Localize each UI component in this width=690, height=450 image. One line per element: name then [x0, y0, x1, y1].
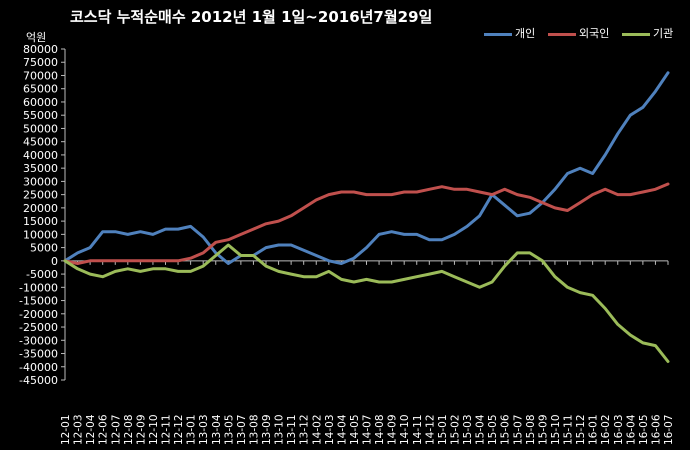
- y-tick-label: 75000: [23, 56, 58, 69]
- x-tick-label: 13-09: [261, 414, 273, 445]
- y-tick-label: -10000: [19, 281, 58, 294]
- x-tick-label: 15-12: [575, 414, 587, 445]
- y-tick-label: 40000: [23, 149, 58, 162]
- x-tick-label: 15-06: [500, 414, 512, 445]
- y-tick-label: 35000: [23, 162, 58, 175]
- y-axis: 8000075000700006500060000550005000045000…: [19, 43, 66, 387]
- x-tick-label: 12-11: [161, 414, 173, 445]
- legend-item-institution: 기관: [622, 25, 673, 41]
- x-tick-label: 14-08: [374, 414, 386, 445]
- x-tick-label: 15-07: [512, 414, 524, 445]
- x-tick-label: 12-06: [98, 414, 110, 445]
- legend-item-foreign: 외국인: [548, 25, 609, 41]
- x-tick-label: 12-01: [60, 414, 72, 445]
- y-tick-label: 10000: [23, 228, 58, 241]
- x-tick-label: 13-03: [198, 414, 210, 445]
- x-tick-label: 16-04: [625, 414, 637, 445]
- y-tick-label: -5000: [26, 268, 58, 281]
- x-tick-label: 15-04: [475, 414, 487, 445]
- x-tick-label: 13-07: [236, 414, 248, 445]
- x-tick-label: 14-04: [336, 414, 348, 445]
- y-tick-label: -30000: [19, 334, 58, 347]
- y-tick-label: 45000: [23, 136, 58, 149]
- y-tick-label: -35000: [19, 348, 58, 361]
- x-tick-label: 13-11: [286, 414, 298, 445]
- x-tick-label: 16-05: [638, 414, 650, 445]
- x-tick-label: 15-11: [563, 414, 575, 445]
- x-tick-label: 16-01: [588, 414, 600, 445]
- y-tick-label: 50000: [23, 122, 58, 135]
- legend-swatch-foreign: [548, 32, 576, 36]
- y-tick-label: 30000: [23, 175, 58, 188]
- x-tick-label: 12-04: [85, 414, 97, 445]
- x-tick-label: 12-09: [135, 414, 147, 445]
- y-tick-label: 25000: [23, 189, 58, 202]
- series-line-0: [63, 71, 670, 265]
- x-tick-label: 14-11: [412, 414, 424, 445]
- x-tick-label: 12-03: [73, 414, 85, 445]
- legend-item-individual: 개인: [484, 25, 535, 41]
- y-tick-label: 20000: [23, 202, 58, 215]
- x-tick-label: 12-07: [110, 414, 122, 445]
- y-tick-label: -20000: [19, 308, 58, 321]
- y-tick-label: -40000: [19, 361, 58, 374]
- x-tick-label: 16-03: [613, 414, 625, 445]
- x-tick-label: 14-02: [311, 414, 323, 445]
- y-tick-label: 60000: [23, 96, 58, 109]
- x-tick-label: 15-03: [462, 414, 474, 445]
- legend-label-individual: 개인: [515, 27, 536, 40]
- x-tick-label: 15-01: [437, 414, 449, 445]
- x-tick-label: 15-10: [550, 414, 562, 445]
- x-tick-label: 13-05: [223, 414, 235, 445]
- x-tick-label: 14-09: [387, 414, 399, 445]
- y-tick-label: -25000: [19, 321, 58, 334]
- x-tick-label: 14-12: [424, 414, 436, 445]
- x-tick-label: 15-02: [449, 414, 461, 445]
- y-tick-label: 5000: [30, 242, 58, 255]
- x-tick-label: 13-10: [274, 414, 286, 445]
- x-tick-label: 13-04: [211, 414, 223, 445]
- x-tick-label: 15-05: [487, 414, 499, 445]
- y-tick-label: 65000: [23, 83, 58, 96]
- series-line-2: [63, 243, 670, 363]
- x-tick-label: 12-08: [123, 414, 135, 445]
- x-tick-label: 14-07: [362, 414, 374, 445]
- chart-title: 코스닥 누적순매수 2012년 1월 1일~2016년7월29일: [70, 8, 433, 26]
- x-tick-label: 16-07: [663, 414, 675, 445]
- legend-label-institution: 기관: [653, 27, 674, 40]
- y-tick-label: 80000: [23, 43, 58, 56]
- x-tick-label: 16-06: [650, 414, 662, 445]
- x-tick-label: 13-08: [248, 414, 260, 445]
- x-axis: 12-01 12-03 12-04 12-06 12-07 12-08 12-09 12-10…: [60, 260, 675, 445]
- legend-swatch-institution: [622, 32, 650, 36]
- legend-swatch-individual: [484, 32, 512, 36]
- series-line-1: [63, 182, 670, 265]
- series-lines: [63, 71, 670, 363]
- x-tick-label: 14-10: [399, 414, 411, 445]
- x-tick-label: 12-12: [173, 414, 185, 445]
- y-tick-label: 70000: [23, 69, 58, 82]
- x-tick-label: 13-01: [186, 414, 198, 445]
- x-tick-label: 12-10: [148, 414, 160, 445]
- x-tick-label: 14-05: [349, 414, 361, 445]
- legend-label-foreign: 외국인: [579, 27, 610, 40]
- y-tick-label: -15000: [19, 295, 58, 308]
- y-tick-label: 55000: [23, 109, 58, 122]
- x-tick-label: 15-08: [525, 414, 537, 445]
- y-unit-label: 억원: [26, 31, 47, 44]
- x-tick-label: 14-03: [324, 414, 336, 445]
- y-tick-label: 15000: [23, 215, 58, 228]
- x-tick-label: 16-02: [600, 414, 612, 445]
- y-tick-label: -45000: [19, 374, 58, 387]
- x-tick-label: 15-09: [537, 414, 549, 445]
- y-tick-label: 0: [51, 255, 58, 268]
- x-tick-label: 13-12: [299, 414, 311, 445]
